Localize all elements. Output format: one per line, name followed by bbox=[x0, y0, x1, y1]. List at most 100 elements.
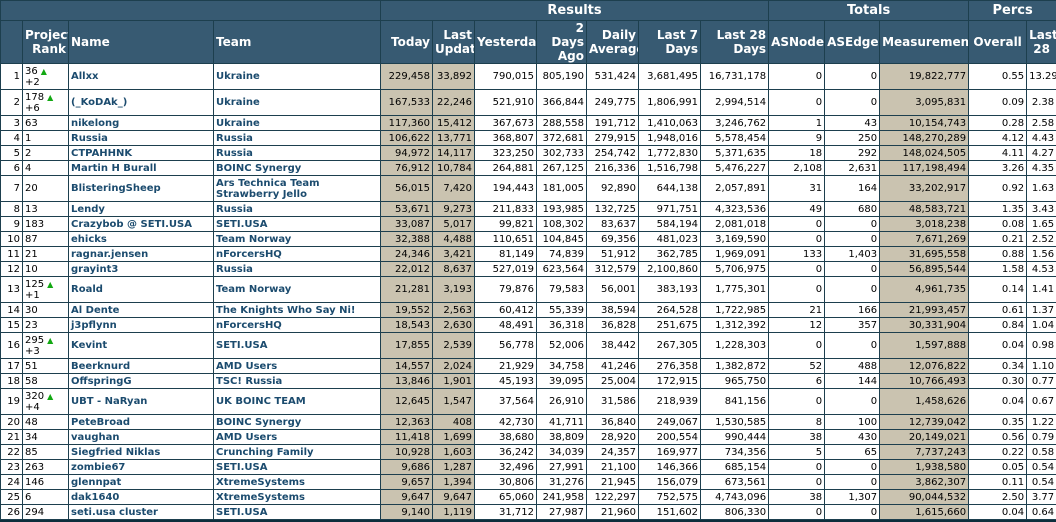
team-link[interactable]: XtremeSystems bbox=[213, 489, 381, 505]
rank-cell: 18 bbox=[0, 373, 23, 389]
asnodes-cell: 0 bbox=[768, 332, 826, 359]
project-rank-cell: 21 bbox=[22, 246, 69, 262]
last-update-header[interactable]: Last Update bbox=[432, 20, 475, 64]
user-name-link[interactable]: Siegfried Niklas bbox=[68, 444, 214, 460]
last-update-cell: 7,420 bbox=[432, 175, 475, 202]
team-link[interactable]: Russia bbox=[213, 130, 381, 146]
team-link[interactable]: AMD Users bbox=[213, 358, 381, 374]
team-link[interactable]: nForcersHQ bbox=[213, 317, 381, 333]
team-link[interactable]: Ukraine bbox=[213, 115, 381, 131]
user-name-link[interactable]: ragnar.jensen bbox=[68, 246, 214, 262]
today-header[interactable]: Today bbox=[380, 20, 433, 64]
last-28-percent-header[interactable]: Last 28 bbox=[1026, 20, 1056, 64]
team-link[interactable]: SETI.USA bbox=[213, 332, 381, 359]
user-name-link[interactable]: dak1640 bbox=[68, 489, 214, 505]
user-name-link[interactable]: CTPAHHNK bbox=[68, 145, 214, 161]
user-name-link[interactable]: Kevint bbox=[68, 332, 214, 359]
table-row: 20 48 PeteBroad BOINC Synergy 12,363 408… bbox=[0, 414, 1056, 430]
name-header[interactable]: Name bbox=[68, 20, 214, 64]
user-name-link[interactable]: Lendy bbox=[68, 201, 214, 217]
team-link[interactable]: TSC! Russia bbox=[213, 373, 381, 389]
user-name-link[interactable]: OffspringG bbox=[68, 373, 214, 389]
team-link[interactable]: SETI.USA bbox=[213, 459, 381, 475]
two-days-ago-cell: 34,039 bbox=[536, 444, 587, 460]
team-link[interactable]: The Knights Who Say Ni! bbox=[213, 302, 381, 318]
project-rank-value: 263 bbox=[25, 461, 45, 473]
last-28-days-cell: 4,323,536 bbox=[699, 201, 770, 217]
user-name-link[interactable]: grayint3 bbox=[68, 261, 214, 277]
user-name-link[interactable]: j3pflynn bbox=[68, 317, 214, 333]
team-link[interactable]: Russia bbox=[213, 201, 381, 217]
overall-percent-header[interactable]: Overall bbox=[968, 20, 1028, 64]
project-rank-value: 2 bbox=[25, 147, 32, 159]
user-name-link[interactable]: Russia bbox=[68, 130, 214, 146]
project-rank-value: 183 bbox=[25, 218, 45, 230]
user-name-link[interactable]: BlisteringSheep bbox=[68, 175, 214, 202]
last-7-days-cell: 218,939 bbox=[638, 388, 701, 415]
last-28-percent-cell: 0.98 bbox=[1026, 332, 1056, 359]
team-link[interactable]: Team Norway bbox=[213, 231, 381, 247]
table-row: 22 85 Siegfried Niklas Crunching Family … bbox=[0, 444, 1056, 460]
user-name-link[interactable]: PeteBroad bbox=[68, 414, 214, 430]
user-name-link[interactable]: seti.usa cluster bbox=[68, 504, 214, 520]
team-link[interactable]: SETI.USA bbox=[213, 504, 381, 520]
team-link[interactable]: BOINC Synergy bbox=[213, 160, 381, 176]
user-name-link[interactable]: Roald bbox=[68, 276, 214, 303]
user-name-link[interactable]: UBT - NaRyan bbox=[68, 388, 214, 415]
team-link[interactable]: BOINC Synergy bbox=[213, 414, 381, 430]
team-header[interactable]: Team bbox=[213, 20, 381, 64]
daily-average-cell: 132,725 bbox=[586, 201, 639, 217]
last-28-days-header[interactable]: Last 28 Days bbox=[699, 20, 770, 64]
user-name-link[interactable]: Allxx bbox=[68, 63, 214, 90]
rank-cell: 20 bbox=[0, 414, 23, 430]
user-name-link[interactable]: (_KoDAk_) bbox=[68, 89, 214, 116]
user-name-link[interactable]: glennpat bbox=[68, 474, 214, 490]
yesterday-cell: 81,149 bbox=[474, 246, 537, 262]
two-days-ago-cell: 79,583 bbox=[536, 276, 587, 303]
team-link[interactable]: Team Norway bbox=[213, 276, 381, 303]
overall-percent-cell: 0.09 bbox=[968, 89, 1028, 116]
asnodes-header[interactable]: ASNodes bbox=[768, 20, 826, 64]
last-7-days-header[interactable]: Last 7 Days bbox=[638, 20, 701, 64]
user-name-link[interactable]: Al Dente bbox=[68, 302, 214, 318]
user-name-link[interactable]: Beerknurd bbox=[68, 358, 214, 374]
measurements-header[interactable]: Measurements bbox=[879, 20, 970, 64]
last-update-cell: 15,412 bbox=[432, 115, 475, 131]
project-rank-header[interactable]: Project Rank bbox=[22, 20, 69, 64]
two-days-ago-header[interactable]: 2 Days Ago bbox=[536, 20, 587, 64]
yesterday-header[interactable]: Yesterday bbox=[474, 20, 537, 64]
team-link[interactable]: Russia bbox=[213, 145, 381, 161]
team-link[interactable]: AMD Users bbox=[213, 429, 381, 445]
user-name-link[interactable]: nikelong bbox=[68, 115, 214, 131]
team-link[interactable]: Ukraine bbox=[213, 89, 381, 116]
last-7-days-cell: 383,193 bbox=[638, 276, 701, 303]
last-update-cell: 9,273 bbox=[432, 201, 475, 217]
team-link[interactable]: Ukraine bbox=[213, 63, 381, 90]
two-days-ago-cell: 241,958 bbox=[536, 489, 587, 505]
project-rank-cell: 58 bbox=[22, 373, 69, 389]
team-link[interactable]: Russia bbox=[213, 261, 381, 277]
daily-average-cell: 41,246 bbox=[586, 358, 639, 374]
team-link[interactable]: Crunching Family bbox=[213, 444, 381, 460]
today-cell: 9,657 bbox=[380, 474, 433, 490]
user-name-link[interactable]: Crazybob @ SETI.USA bbox=[68, 216, 214, 232]
rank-up-icon: ▲ bbox=[40, 66, 47, 76]
user-name-link[interactable]: ehicks bbox=[68, 231, 214, 247]
daily-average-header[interactable]: Daily Average bbox=[586, 20, 639, 64]
user-name-link[interactable]: zombie67 bbox=[68, 459, 214, 475]
user-name-link[interactable]: vaughan bbox=[68, 429, 214, 445]
team-link[interactable]: SETI.USA bbox=[213, 216, 381, 232]
user-name-link[interactable]: Martin H Burall bbox=[68, 160, 214, 176]
yesterday-cell: 65,060 bbox=[474, 489, 537, 505]
last-28-percent-cell: 0.79 bbox=[1026, 429, 1056, 445]
daily-average-cell: 36,828 bbox=[586, 317, 639, 333]
team-link[interactable]: nForcersHQ bbox=[213, 246, 381, 262]
two-days-ago-cell: 288,558 bbox=[536, 115, 587, 131]
team-link[interactable]: XtremeSystems bbox=[213, 474, 381, 490]
team-link[interactable]: Ars Technica Team Strawberry Jello bbox=[213, 175, 381, 202]
asedges-header[interactable]: ASEdges bbox=[824, 20, 881, 64]
yesterday-cell: 790,015 bbox=[474, 63, 537, 90]
team-link[interactable]: UK BOINC TEAM bbox=[213, 388, 381, 415]
asedges-cell: 357 bbox=[824, 317, 881, 333]
today-cell: 167,533 bbox=[380, 89, 433, 116]
